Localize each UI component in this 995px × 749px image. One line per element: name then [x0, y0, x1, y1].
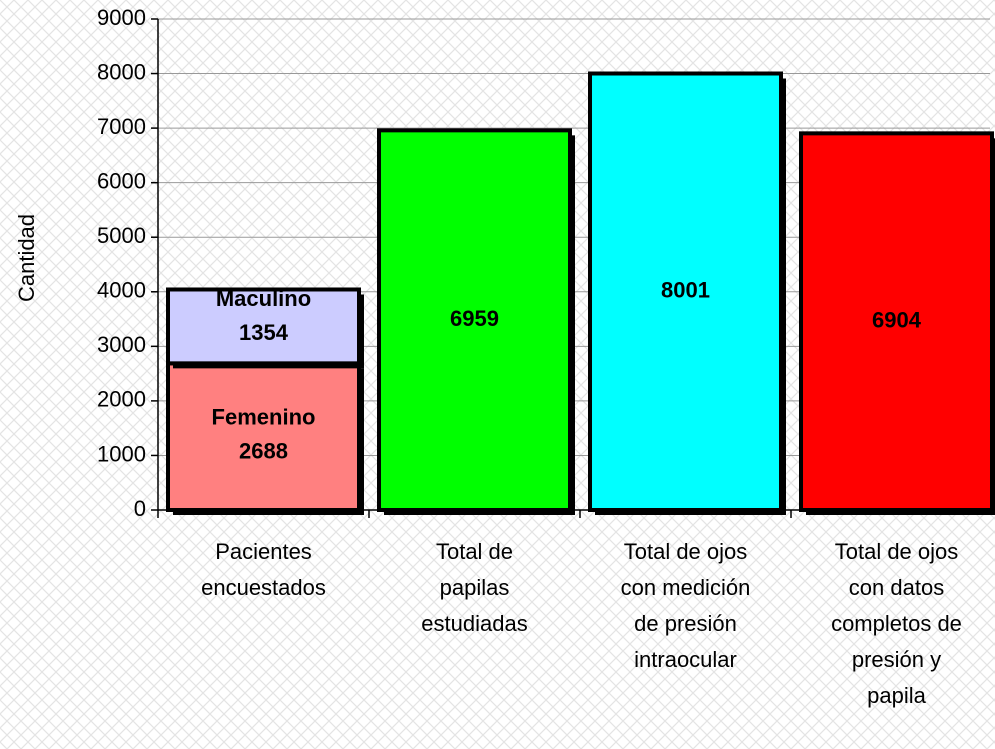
x-tick-label: de presión [634, 611, 737, 636]
bar [377, 128, 572, 512]
data-label-name: Femenino [212, 404, 316, 429]
data-label: 8001 [661, 278, 710, 303]
y-tick-label: 7000 [97, 114, 146, 139]
x-tick-label: con datos [849, 575, 944, 600]
y-tick-label: 1000 [97, 441, 146, 466]
data-label-name: Maculino [216, 286, 311, 311]
x-tick-label: con medición [621, 575, 751, 600]
bar [166, 361, 361, 513]
y-tick-label: 6000 [97, 168, 146, 193]
data-label: 1354 [239, 320, 289, 345]
x-tick-label: Total de ojos [624, 539, 748, 564]
data-label: 6959 [450, 306, 499, 331]
y-tick-label: 0 [134, 496, 146, 521]
data-label: 6904 [872, 307, 922, 332]
x-tick-label: presión y [852, 647, 941, 672]
x-tick-label: estudiadas [421, 611, 527, 636]
data-label: 2688 [239, 438, 288, 463]
x-tick-label: Total de [436, 539, 513, 564]
bar [799, 131, 994, 512]
bar [166, 287, 361, 366]
x-tick-label: completos de [831, 611, 962, 636]
x-tick-label: encuestados [201, 575, 326, 600]
y-tick-label: 4000 [97, 278, 146, 303]
x-tick-label: Pacientes [215, 539, 312, 564]
y-tick-label: 3000 [97, 332, 146, 357]
x-tick-label: intraocular [634, 647, 737, 672]
y-axis-label: Cantidad [14, 214, 39, 302]
y-tick-label: 5000 [97, 223, 146, 248]
y-tick-label: 8000 [97, 59, 146, 84]
y-tick-label: 2000 [97, 387, 146, 412]
x-tick-label: papilas [440, 575, 510, 600]
x-tick-label: Total de ojos [835, 539, 959, 564]
y-tick-label: 9000 [97, 5, 146, 30]
x-tick-label: papila [867, 683, 926, 708]
